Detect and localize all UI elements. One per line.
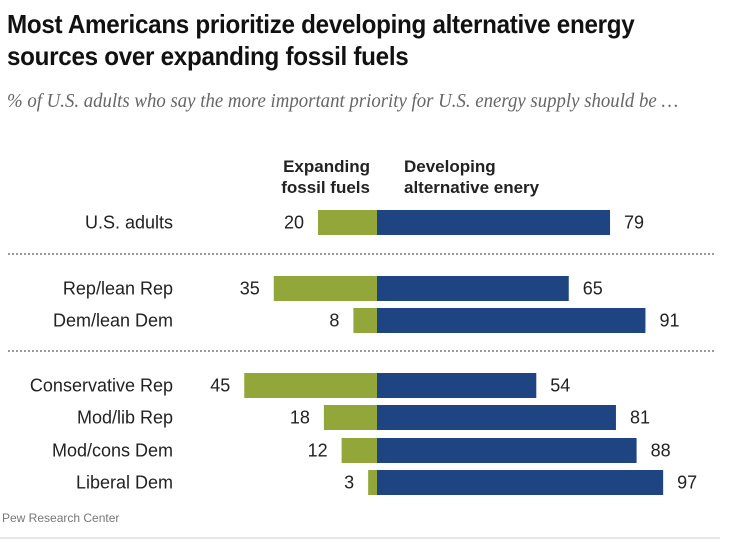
category-label-6: Liberal Dem xyxy=(76,473,173,493)
chart-subtitle: % of U.S. adults who say the more import… xyxy=(7,90,679,112)
value-label-alternative-2: 91 xyxy=(659,311,679,331)
value-label-fossil-0: 20 xyxy=(284,213,304,233)
value-label-fossil-6: 3 xyxy=(344,473,354,493)
legend-fossil-line1: Expanding xyxy=(283,157,370,176)
chart-title: Most Americans prioritize developing alt… xyxy=(7,9,635,71)
value-label-fossil-4: 18 xyxy=(290,408,310,428)
value-label-fossil-5: 12 xyxy=(308,441,328,461)
bar-alternative-5 xyxy=(377,438,637,463)
category-label-1: Rep/lean Rep xyxy=(63,279,173,299)
bar-fossil-5 xyxy=(341,438,377,463)
legend-fossil-line2: fossil fuels xyxy=(281,178,370,197)
value-label-alternative-1: 65 xyxy=(583,279,603,299)
legend-alt-line2: alternative enery xyxy=(404,178,540,197)
value-label-alternative-5: 88 xyxy=(651,441,671,461)
value-label-fossil-1: 35 xyxy=(240,279,260,299)
bar-fossil-2 xyxy=(353,308,377,333)
category-label-4: Mod/lib Rep xyxy=(77,408,173,428)
value-label-alternative-4: 81 xyxy=(630,408,650,428)
legend-alternative-energy: Developing alternative enery xyxy=(404,156,539,198)
bar-fossil-4 xyxy=(323,405,377,430)
legend-fossil-fuels: Expanding fossil fuels xyxy=(266,156,370,198)
bar-alternative-1 xyxy=(377,276,569,301)
source-note: Pew Research Center xyxy=(2,511,120,525)
bar-fossil-6 xyxy=(368,470,377,495)
bar-fossil-1 xyxy=(273,276,377,301)
bar-alternative-3 xyxy=(377,373,537,398)
value-label-alternative-0: 79 xyxy=(624,213,644,233)
bar-alternative-6 xyxy=(377,470,664,495)
legend-alt-line1: Developing xyxy=(404,157,496,176)
value-label-alternative-6: 97 xyxy=(677,473,697,493)
bar-alternative-4 xyxy=(377,405,616,430)
bar-alternative-2 xyxy=(377,308,646,333)
bar-fossil-0 xyxy=(318,210,377,235)
value-label-alternative-3: 54 xyxy=(550,376,570,396)
category-label-5: Mod/cons Dem xyxy=(52,441,173,461)
value-label-fossil-3: 45 xyxy=(210,376,230,396)
bar-alternative-0 xyxy=(377,210,611,235)
category-label-0: U.S. adults xyxy=(85,213,173,233)
category-label-3: Conservative Rep xyxy=(30,376,173,396)
category-label-2: Dem/lean Dem xyxy=(53,311,173,331)
bar-fossil-3 xyxy=(244,373,377,398)
value-label-fossil-2: 8 xyxy=(329,311,339,331)
